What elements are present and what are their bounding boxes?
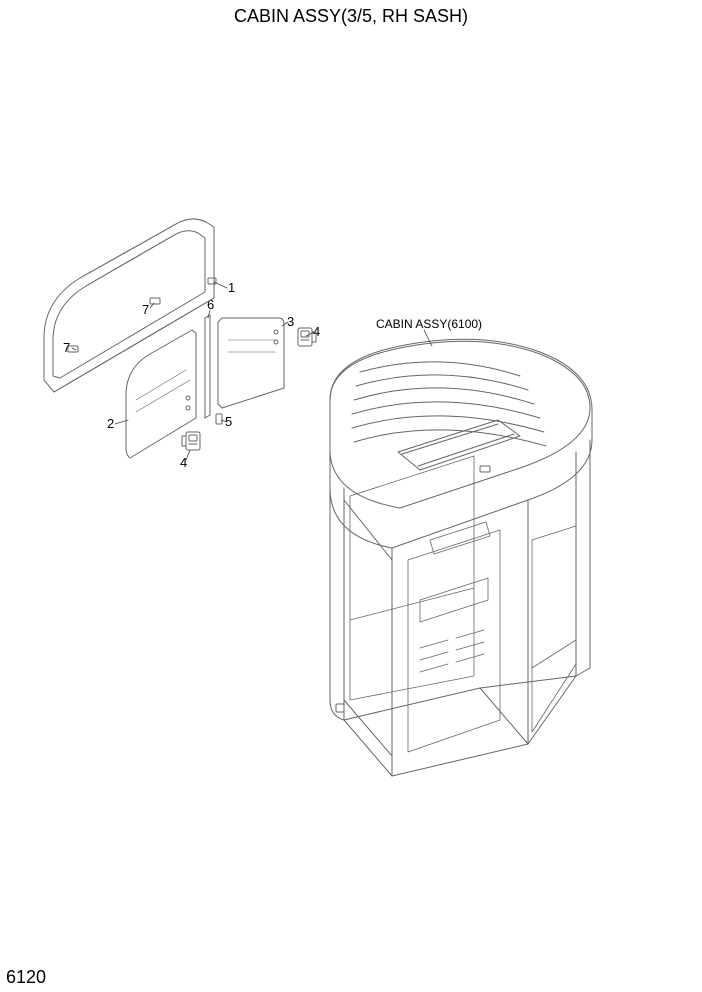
- divider-bar: [205, 315, 210, 418]
- frame-catch-7b: [68, 346, 78, 352]
- frame-notch: [208, 278, 216, 284]
- diagram-svg: [0, 0, 702, 992]
- latch-lower: [182, 432, 200, 450]
- striker: [216, 414, 222, 424]
- cabin-body: [330, 339, 592, 776]
- sash-frame: [44, 219, 214, 392]
- leaders: [72, 282, 314, 460]
- frame-catch-7a: [150, 298, 160, 304]
- latch-upper: [298, 328, 316, 346]
- glass-rear: [218, 318, 284, 408]
